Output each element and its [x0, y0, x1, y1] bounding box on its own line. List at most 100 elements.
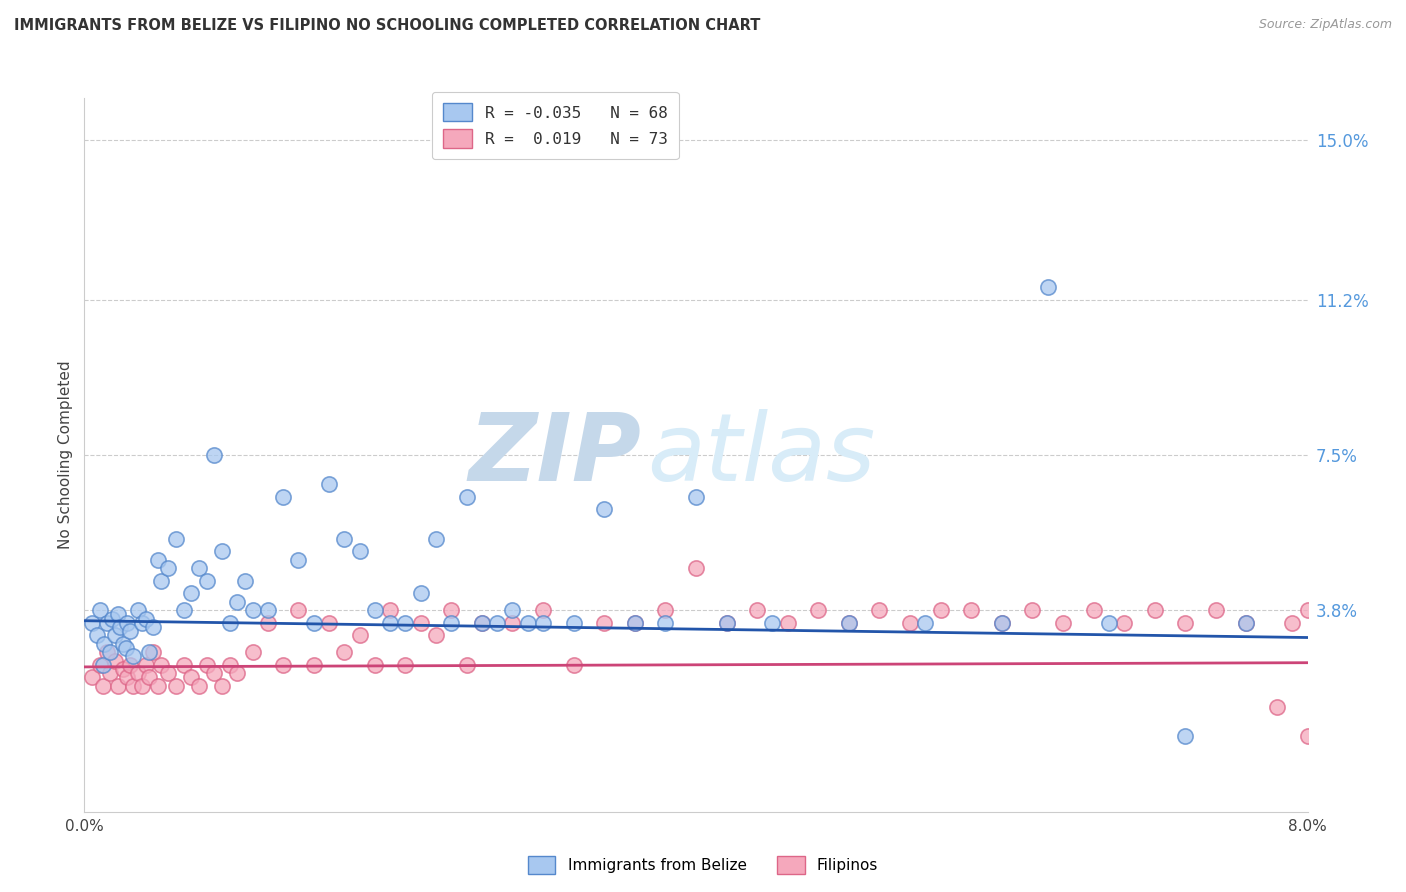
- Point: [202, 666, 225, 681]
- Point: [96, 615, 118, 630]
- Legend: R = -0.035   N = 68, R =  0.019   N = 73: R = -0.035 N = 68, R = 0.019 N = 73: [432, 92, 679, 159]
- Point: [318, 477, 340, 491]
- Point: [440, 603, 463, 617]
- Point: [195, 657, 218, 672]
- Point: [409, 615, 432, 630]
- Point: [120, 624, 142, 639]
- Point: [111, 662, 134, 676]
- Point: [776, 615, 799, 630]
- Point: [1236, 615, 1258, 630]
- Point: [1174, 729, 1197, 743]
- Text: Source: ZipAtlas.com: Source: ZipAtlas.com: [1258, 18, 1392, 31]
- Point: [120, 657, 142, 672]
- Point: [107, 679, 129, 693]
- Point: [135, 612, 157, 626]
- Point: [180, 586, 202, 600]
- Point: [624, 615, 647, 630]
- Point: [914, 615, 936, 630]
- Point: [456, 490, 478, 504]
- Point: [86, 628, 108, 642]
- Point: [173, 603, 195, 617]
- Point: [471, 615, 494, 630]
- Point: [257, 603, 280, 617]
- Point: [218, 615, 240, 630]
- Point: [257, 615, 280, 630]
- Point: [98, 645, 121, 659]
- Y-axis label: No Schooling Completed: No Schooling Completed: [58, 360, 73, 549]
- Point: [333, 532, 356, 546]
- Point: [287, 603, 309, 617]
- Point: [502, 603, 524, 617]
- Point: [188, 561, 211, 575]
- Point: [127, 666, 149, 681]
- Point: [91, 679, 114, 693]
- Point: [1174, 615, 1197, 630]
- Point: [1265, 699, 1288, 714]
- Point: [93, 637, 115, 651]
- Point: [898, 615, 921, 630]
- Point: [271, 490, 294, 504]
- Point: [380, 615, 402, 630]
- Point: [131, 679, 153, 693]
- Point: [1114, 615, 1136, 630]
- Point: [114, 640, 136, 655]
- Point: [89, 657, 111, 672]
- Point: [685, 490, 707, 504]
- Point: [471, 615, 494, 630]
- Point: [1296, 729, 1319, 743]
- Point: [838, 615, 860, 630]
- Point: [486, 615, 509, 630]
- Point: [242, 603, 264, 617]
- Point: [425, 628, 447, 642]
- Point: [1296, 603, 1319, 617]
- Point: [211, 679, 233, 693]
- Point: [1205, 603, 1227, 617]
- Point: [104, 628, 127, 642]
- Point: [188, 679, 211, 693]
- Point: [115, 615, 138, 630]
- Point: [165, 532, 187, 546]
- Point: [1052, 615, 1074, 630]
- Point: [122, 679, 145, 693]
- Text: ZIP: ZIP: [468, 409, 641, 501]
- Point: [502, 615, 524, 630]
- Point: [142, 620, 165, 634]
- Point: [195, 574, 218, 588]
- Point: [654, 615, 676, 630]
- Point: [531, 615, 554, 630]
- Point: [173, 657, 195, 672]
- Point: [716, 615, 738, 630]
- Point: [349, 628, 371, 642]
- Point: [180, 670, 202, 684]
- Point: [349, 544, 371, 558]
- Point: [380, 603, 402, 617]
- Point: [226, 666, 249, 681]
- Point: [394, 615, 416, 630]
- Text: atlas: atlas: [647, 409, 876, 500]
- Point: [287, 553, 309, 567]
- Point: [302, 615, 325, 630]
- Point: [960, 603, 983, 617]
- Point: [157, 666, 180, 681]
- Point: [211, 544, 233, 558]
- Point: [218, 657, 240, 672]
- Point: [89, 603, 111, 617]
- Point: [456, 657, 478, 672]
- Point: [409, 586, 432, 600]
- Point: [364, 657, 387, 672]
- Point: [242, 645, 264, 659]
- Text: IMMIGRANTS FROM BELIZE VS FILIPINO NO SCHOOLING COMPLETED CORRELATION CHART: IMMIGRANTS FROM BELIZE VS FILIPINO NO SC…: [14, 18, 761, 33]
- Point: [157, 561, 180, 575]
- Point: [91, 657, 114, 672]
- Point: [593, 502, 616, 516]
- Point: [1143, 603, 1166, 617]
- Point: [135, 657, 157, 672]
- Point: [1098, 615, 1121, 630]
- Point: [138, 645, 160, 659]
- Point: [318, 615, 340, 630]
- Point: [98, 666, 121, 681]
- Point: [101, 612, 124, 626]
- Point: [425, 532, 447, 546]
- Point: [991, 615, 1014, 630]
- Point: [111, 637, 134, 651]
